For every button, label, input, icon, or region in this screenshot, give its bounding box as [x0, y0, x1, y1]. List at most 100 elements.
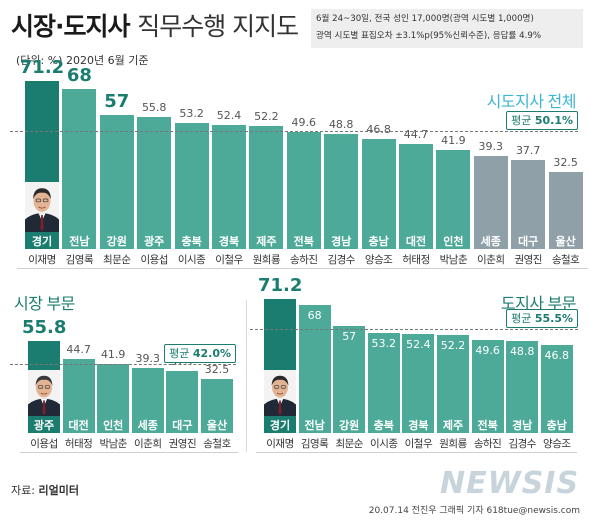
- all-chart-bar-13: [473, 156, 508, 249]
- all-chart-bar-12: [436, 150, 471, 249]
- all-chart-name-13: 이춘희: [477, 254, 505, 266]
- all-chart-bar-15: [548, 172, 583, 249]
- all-chart-value-8: 49.6: [291, 115, 317, 129]
- mayor-chart-name-1: 이용섭: [30, 438, 58, 450]
- governor-chart-name-1: 이재명: [266, 438, 294, 450]
- all-chart-average-value: 50.1%: [534, 113, 573, 127]
- mayor-chart-value-3: 41.9: [100, 347, 126, 361]
- watermark-logo: NEWSIS: [440, 466, 580, 501]
- governor-chart-bar-2: [298, 305, 331, 433]
- all-chart-value-9: 48.8: [328, 117, 354, 131]
- governor-chart-value-9: 46.8: [544, 348, 570, 362]
- governor-chart-name-6: 원희룡: [439, 438, 467, 450]
- all-chart-name-12: 박남춘: [439, 254, 468, 266]
- governor-chart-bar-6: [437, 334, 469, 433]
- all-chart-value-6: 52.4: [216, 109, 242, 123]
- governor-chart-title: 도지사 부문: [500, 290, 577, 314]
- all-chart-name-1: 이재명: [28, 254, 56, 266]
- governor-chart-average-line: [250, 328, 578, 330]
- credit-note: 20.07.14 전진우 그래픽 기자 618tue@newsis.com: [368, 506, 580, 516]
- all-chart-region-5: 충북: [181, 235, 202, 248]
- governor-chart-value-4: 53.2: [371, 336, 397, 350]
- governor-chart-region-1: 경기: [269, 419, 291, 432]
- all-chart-region-7: 제주: [256, 235, 277, 248]
- governor-chart-region-9: 충남: [546, 419, 567, 432]
- governor-chart-name-2: 김영록: [300, 438, 329, 450]
- all-chart-separator: [17, 268, 588, 269]
- all-chart-value-4: 55.8: [141, 101, 167, 115]
- mayor-chart-value-4: 39.3: [135, 352, 161, 366]
- all-chart-name-5: 이시종: [177, 254, 206, 266]
- title-main: 시장·도지사: [11, 12, 130, 41]
- all-chart-region-12: 인천: [443, 235, 464, 248]
- governor-chart-value-1: 71.2: [258, 275, 303, 296]
- governor-chart-average-value: 55.5%: [534, 311, 573, 325]
- mayor-chart-name-6: 송철호: [203, 438, 231, 450]
- governor-chart-portrait-icon: [264, 370, 296, 416]
- all-chart-bar-10: [361, 138, 396, 249]
- all-chart-value-5: 53.2: [179, 107, 204, 121]
- survey-note-line2: 광역 시도별 표집오차 ±3.1%p(95%신뢰수준), 응답률 4.9%: [316, 31, 542, 41]
- governor-chart-value-5: 52.4: [406, 338, 431, 352]
- all-chart-value-13: 39.3: [478, 140, 504, 154]
- governor-chart-region-8: 경남: [512, 419, 533, 432]
- source-label: 자료:: [11, 484, 35, 497]
- governor-chart-bar-8: [506, 341, 539, 433]
- governor-chart-value-2: 68: [307, 309, 322, 323]
- mayor-chart-bar-3: [97, 363, 130, 433]
- all-chart-name-9: 김경수: [327, 254, 355, 266]
- governor-chart-title-main: 도지사: [500, 294, 544, 313]
- governor-chart-region-7: 전북: [477, 419, 498, 432]
- all-chart-region-8: 전북: [293, 235, 314, 248]
- mayor-chart-bar-2: [62, 359, 95, 433]
- all-chart-value-3: 57: [104, 90, 130, 112]
- all-chart-bar-4: [137, 117, 172, 249]
- all-chart-name-15: 송철호: [551, 254, 580, 266]
- all-chart-name-8: 송하진: [290, 254, 318, 266]
- mayor-chart-name-3: 박남춘: [99, 438, 127, 450]
- mayor-chart-title-main: 시장: [14, 294, 43, 313]
- governor-chart-bar-5: [402, 334, 435, 433]
- mayor-chart-separator: [20, 452, 238, 453]
- governor-chart-value-8: 48.8: [509, 345, 535, 359]
- all-chart-region-2: 전남: [69, 235, 90, 248]
- governor-chart-name-7: 송하진: [473, 438, 502, 450]
- governor-chart-region-6: 제주: [442, 419, 464, 432]
- title-sub: 직무수행 지지도: [137, 12, 299, 41]
- all-chart-bar-9: [324, 133, 359, 249]
- mayor-chart-value-1: 55.8: [22, 317, 67, 338]
- all-chart-value-7: 52.2: [254, 109, 279, 123]
- all-chart-region-10: 충남: [368, 235, 389, 248]
- mayor-chart-average-line: [10, 363, 236, 365]
- unit-note: (단위: %) 2020년 6월 기준: [16, 54, 149, 67]
- mayor-chart-bar-6: [201, 379, 233, 433]
- all-chart-title-main: 시도지사: [486, 92, 544, 111]
- all-chart-bar-14: [511, 160, 546, 249]
- mayor-chart-value-6: 32.5: [204, 363, 230, 377]
- governor-chart-average-prefix: 평균: [511, 311, 535, 325]
- governor-chart-name-4: 이시종: [370, 438, 398, 450]
- all-chart-title-sub: 전체: [547, 92, 577, 111]
- mayor-chart-bar-5: [166, 370, 199, 433]
- all-chart-value-15: 32.5: [553, 156, 578, 170]
- governor-chart-region-3: 강원: [339, 419, 360, 432]
- mayor-chart-region-2: 대전: [68, 419, 89, 432]
- all-chart-region-9: 경남: [331, 235, 352, 248]
- all-chart-name-2: 김영록: [65, 254, 94, 266]
- all-chart-region-13: 세종: [480, 235, 501, 248]
- mayor-chart-region-3: 인천: [103, 419, 124, 432]
- all-chart-region-1: 경기: [31, 235, 53, 248]
- mayor-chart-title-sub: 부문: [46, 294, 75, 313]
- all-chart-value-2: 68: [66, 64, 92, 86]
- mayor-chart-title: 시장 부문: [14, 290, 75, 314]
- governor-chart-separator: [256, 452, 578, 453]
- mayor-chart-value-2: 44.7: [66, 343, 91, 357]
- mayor-chart-region-4: 세종: [137, 419, 158, 432]
- all-chart-title: 시도지사 전체: [486, 88, 577, 112]
- mayor-chart-name-5: 권영진: [168, 438, 197, 450]
- all-chart-value-11: 44.7: [403, 127, 429, 141]
- governor-chart-bar-7: [471, 339, 504, 433]
- survey-note: 6월 24~30일, 전국 성인 17,000명(광역 시도별 1,000명) …: [311, 9, 583, 48]
- governor-chart-average-badge: 평균 55.5%: [506, 308, 578, 328]
- mayor-chart-region-1: 광주: [33, 419, 55, 432]
